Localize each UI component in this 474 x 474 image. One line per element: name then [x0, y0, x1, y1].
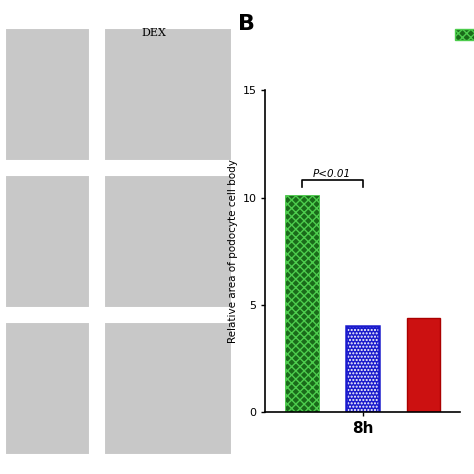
Bar	[346, 327, 379, 412]
Bar	[285, 195, 319, 412]
Bar	[104, 28, 232, 161]
Bar	[346, 327, 379, 412]
Y-axis label: Relative area of podocyte cell body: Relative area of podocyte cell body	[228, 159, 238, 343]
Bar	[5, 175, 90, 308]
Legend: Con, PA: Con, PA	[450, 25, 474, 45]
Bar	[104, 175, 232, 308]
Text: DEX: DEX	[142, 28, 166, 38]
Bar	[5, 28, 90, 161]
Bar	[104, 322, 232, 455]
Text: P<0.01: P<0.01	[313, 169, 351, 179]
Text: B: B	[238, 14, 255, 34]
Bar	[407, 318, 440, 412]
Bar	[5, 322, 90, 455]
